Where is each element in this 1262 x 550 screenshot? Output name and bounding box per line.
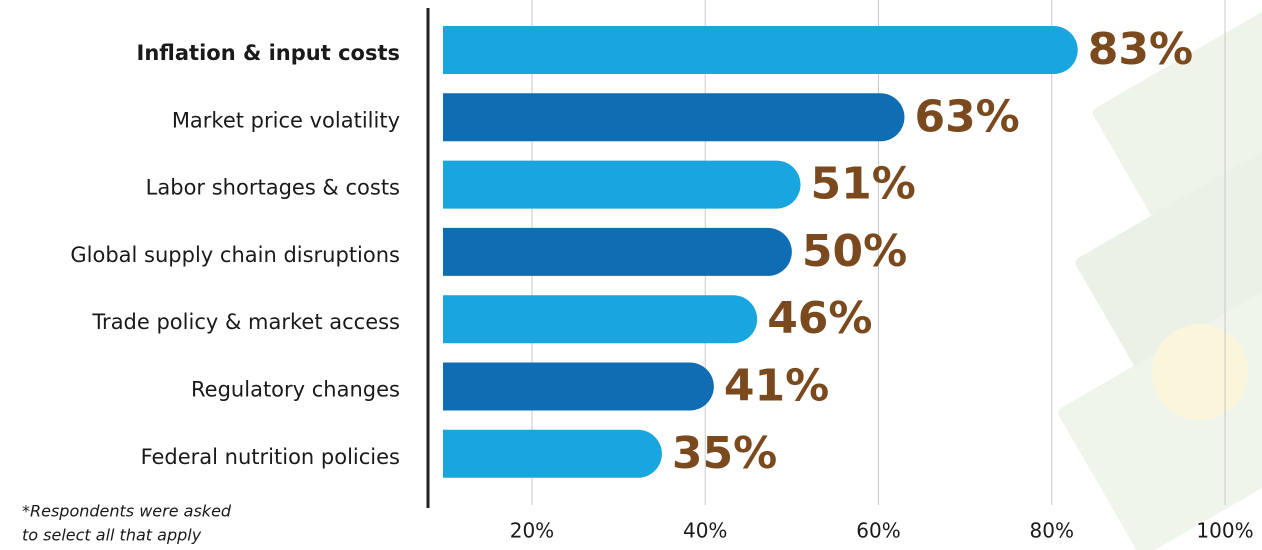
category-label: Global supply chain disruptions	[70, 243, 400, 267]
bar	[443, 93, 905, 142]
x-tick-label: 20%	[510, 519, 554, 543]
value-label: 50%	[802, 226, 907, 277]
category-label: Federal nutrition policies	[141, 445, 400, 469]
bar	[443, 26, 1078, 74]
category-label: Inflation & input costs	[137, 41, 400, 65]
category-label: Market price volatility	[172, 108, 400, 132]
note: *Respondents were asked	[22, 502, 232, 521]
x-tick-label: 60%	[856, 519, 900, 543]
background-decoration	[1058, 0, 1262, 550]
value-label: 35%	[672, 428, 777, 479]
bars	[443, 26, 1078, 478]
category-label: Regulatory changes	[191, 378, 400, 402]
bar	[443, 295, 758, 344]
x-tick-label: 80%	[1030, 519, 1074, 543]
value-label: 51%	[811, 159, 916, 210]
value-label: 41%	[724, 361, 829, 412]
bar	[443, 227, 792, 276]
category-label: Labor shortages & costs	[146, 176, 400, 200]
note: to select all that apply	[22, 526, 202, 545]
value-label: 83%	[1088, 24, 1193, 75]
bar	[443, 160, 801, 209]
x-tick-label: 100%	[1196, 519, 1253, 543]
category-label: Trade policy & market access	[91, 310, 400, 334]
value-label: 63%	[914, 91, 1019, 142]
bar	[443, 362, 714, 411]
bar	[443, 429, 662, 478]
x-tick-label: 40%	[683, 519, 727, 543]
value-label: 46%	[767, 293, 872, 344]
